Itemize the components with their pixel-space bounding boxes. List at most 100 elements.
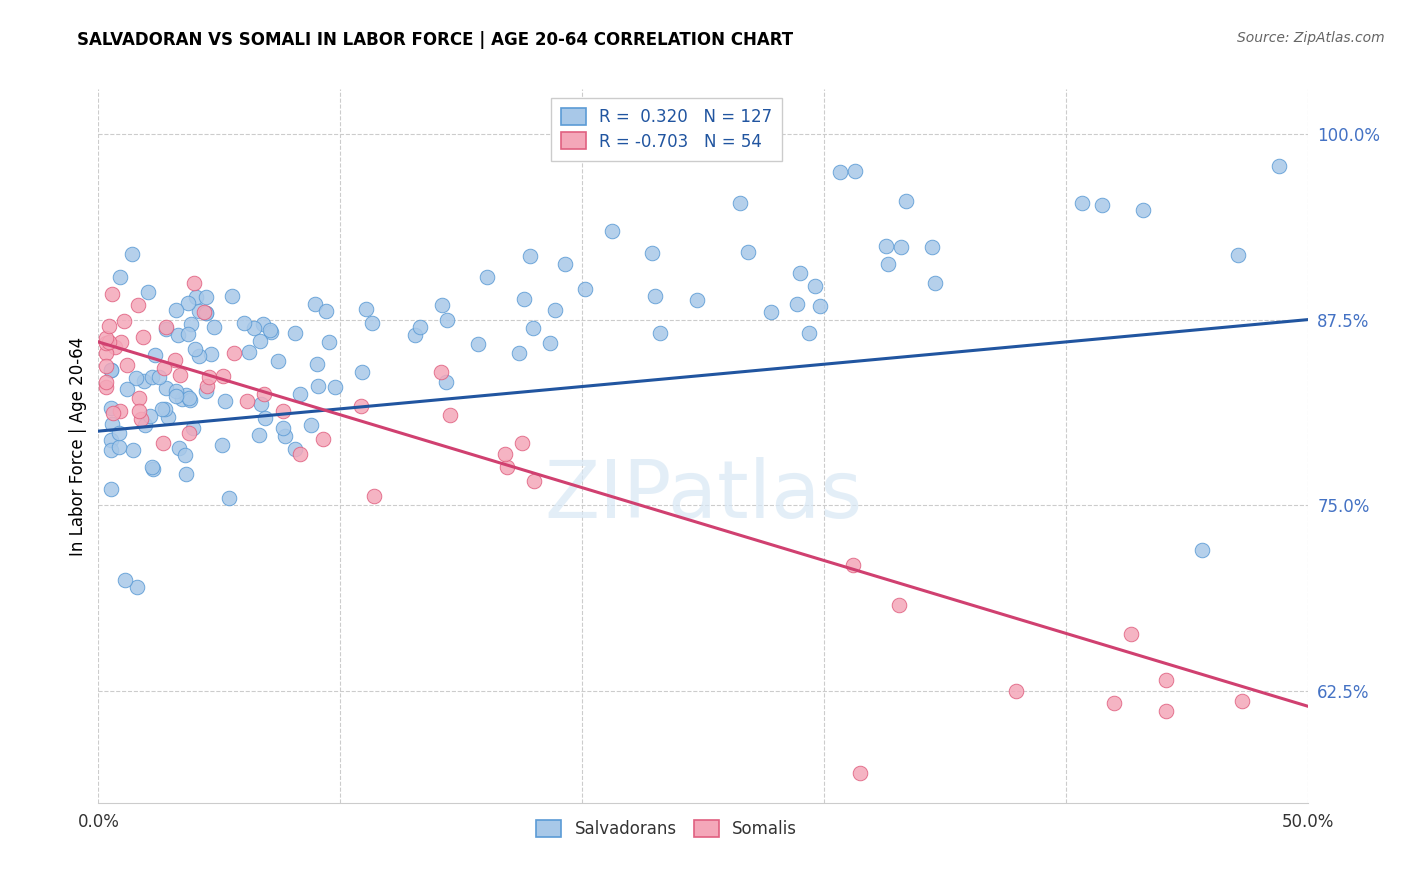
Point [304, 297, 326, 311]
Point [650, 326, 672, 341]
Point [254, 411, 277, 425]
Point [844, 164, 866, 178]
Point [211, 369, 233, 384]
Point [288, 447, 311, 461]
Point [132, 374, 155, 388]
Point [200, 347, 222, 361]
Point [174, 467, 197, 481]
Point [94, 346, 117, 360]
Point [233, 316, 256, 330]
Point [194, 384, 217, 398]
Point [188, 304, 211, 318]
Point [179, 393, 201, 408]
Point [641, 246, 664, 260]
Point [1132, 202, 1154, 217]
Point [1154, 673, 1177, 688]
Point [98, 335, 121, 350]
Point [100, 433, 122, 447]
Point [877, 257, 900, 271]
Point [167, 327, 190, 342]
Point [307, 379, 329, 393]
Point [108, 426, 131, 441]
Point [318, 334, 340, 349]
Point [186, 290, 208, 304]
Point [759, 305, 782, 319]
Point [363, 489, 385, 503]
Point [222, 346, 245, 360]
Point [169, 368, 191, 382]
Point [495, 460, 517, 475]
Point [121, 246, 143, 260]
Point [538, 336, 561, 351]
Point [94, 331, 117, 345]
Point [523, 474, 546, 488]
Point [574, 283, 596, 297]
Point [436, 375, 458, 389]
Point [94, 380, 117, 394]
Point [214, 393, 236, 408]
Point [132, 330, 155, 344]
Point [197, 369, 219, 384]
Point [354, 302, 377, 317]
Point [153, 361, 176, 376]
Point [439, 409, 461, 423]
Point [174, 388, 197, 402]
Point [510, 435, 533, 450]
Point [288, 386, 311, 401]
Point [122, 442, 145, 457]
Point [143, 348, 166, 362]
Point [180, 317, 202, 331]
Point [238, 345, 260, 359]
Point [172, 392, 194, 406]
Point [600, 224, 623, 238]
Y-axis label: In Labor Force | Age 20-64: In Labor Force | Age 20-64 [69, 336, 87, 556]
Point [139, 409, 162, 423]
Point [1070, 196, 1092, 211]
Point [519, 249, 541, 263]
Point [100, 401, 122, 416]
Point [165, 389, 187, 403]
Point [429, 365, 451, 379]
Point [218, 491, 240, 505]
Point [165, 384, 187, 398]
Point [274, 429, 297, 443]
Point [112, 314, 135, 328]
Point [211, 437, 233, 451]
Point [142, 462, 165, 476]
Point [163, 353, 186, 368]
Point [350, 399, 373, 413]
Point [101, 417, 124, 431]
Point [890, 240, 912, 254]
Point [173, 448, 195, 462]
Point [114, 573, 136, 587]
Point [152, 435, 174, 450]
Point [1227, 248, 1250, 262]
Point [808, 299, 831, 313]
Point [156, 410, 179, 425]
Point [193, 305, 215, 319]
Point [312, 432, 335, 446]
Point [409, 319, 432, 334]
Point [155, 381, 177, 395]
Point [284, 442, 307, 457]
Point [849, 766, 872, 780]
Point [830, 164, 852, 178]
Point [361, 316, 384, 330]
Point [97, 319, 120, 334]
Point [155, 322, 177, 336]
Point [315, 303, 337, 318]
Point [167, 442, 190, 456]
Point [100, 363, 122, 377]
Point [195, 379, 218, 393]
Point [141, 370, 163, 384]
Point [259, 322, 281, 336]
Point [260, 326, 283, 340]
Point [436, 313, 458, 327]
Point [110, 334, 132, 349]
Point [94, 375, 117, 389]
Point [247, 428, 270, 442]
Point [553, 257, 575, 271]
Point [786, 297, 808, 311]
Point [177, 327, 200, 342]
Point [789, 266, 811, 280]
